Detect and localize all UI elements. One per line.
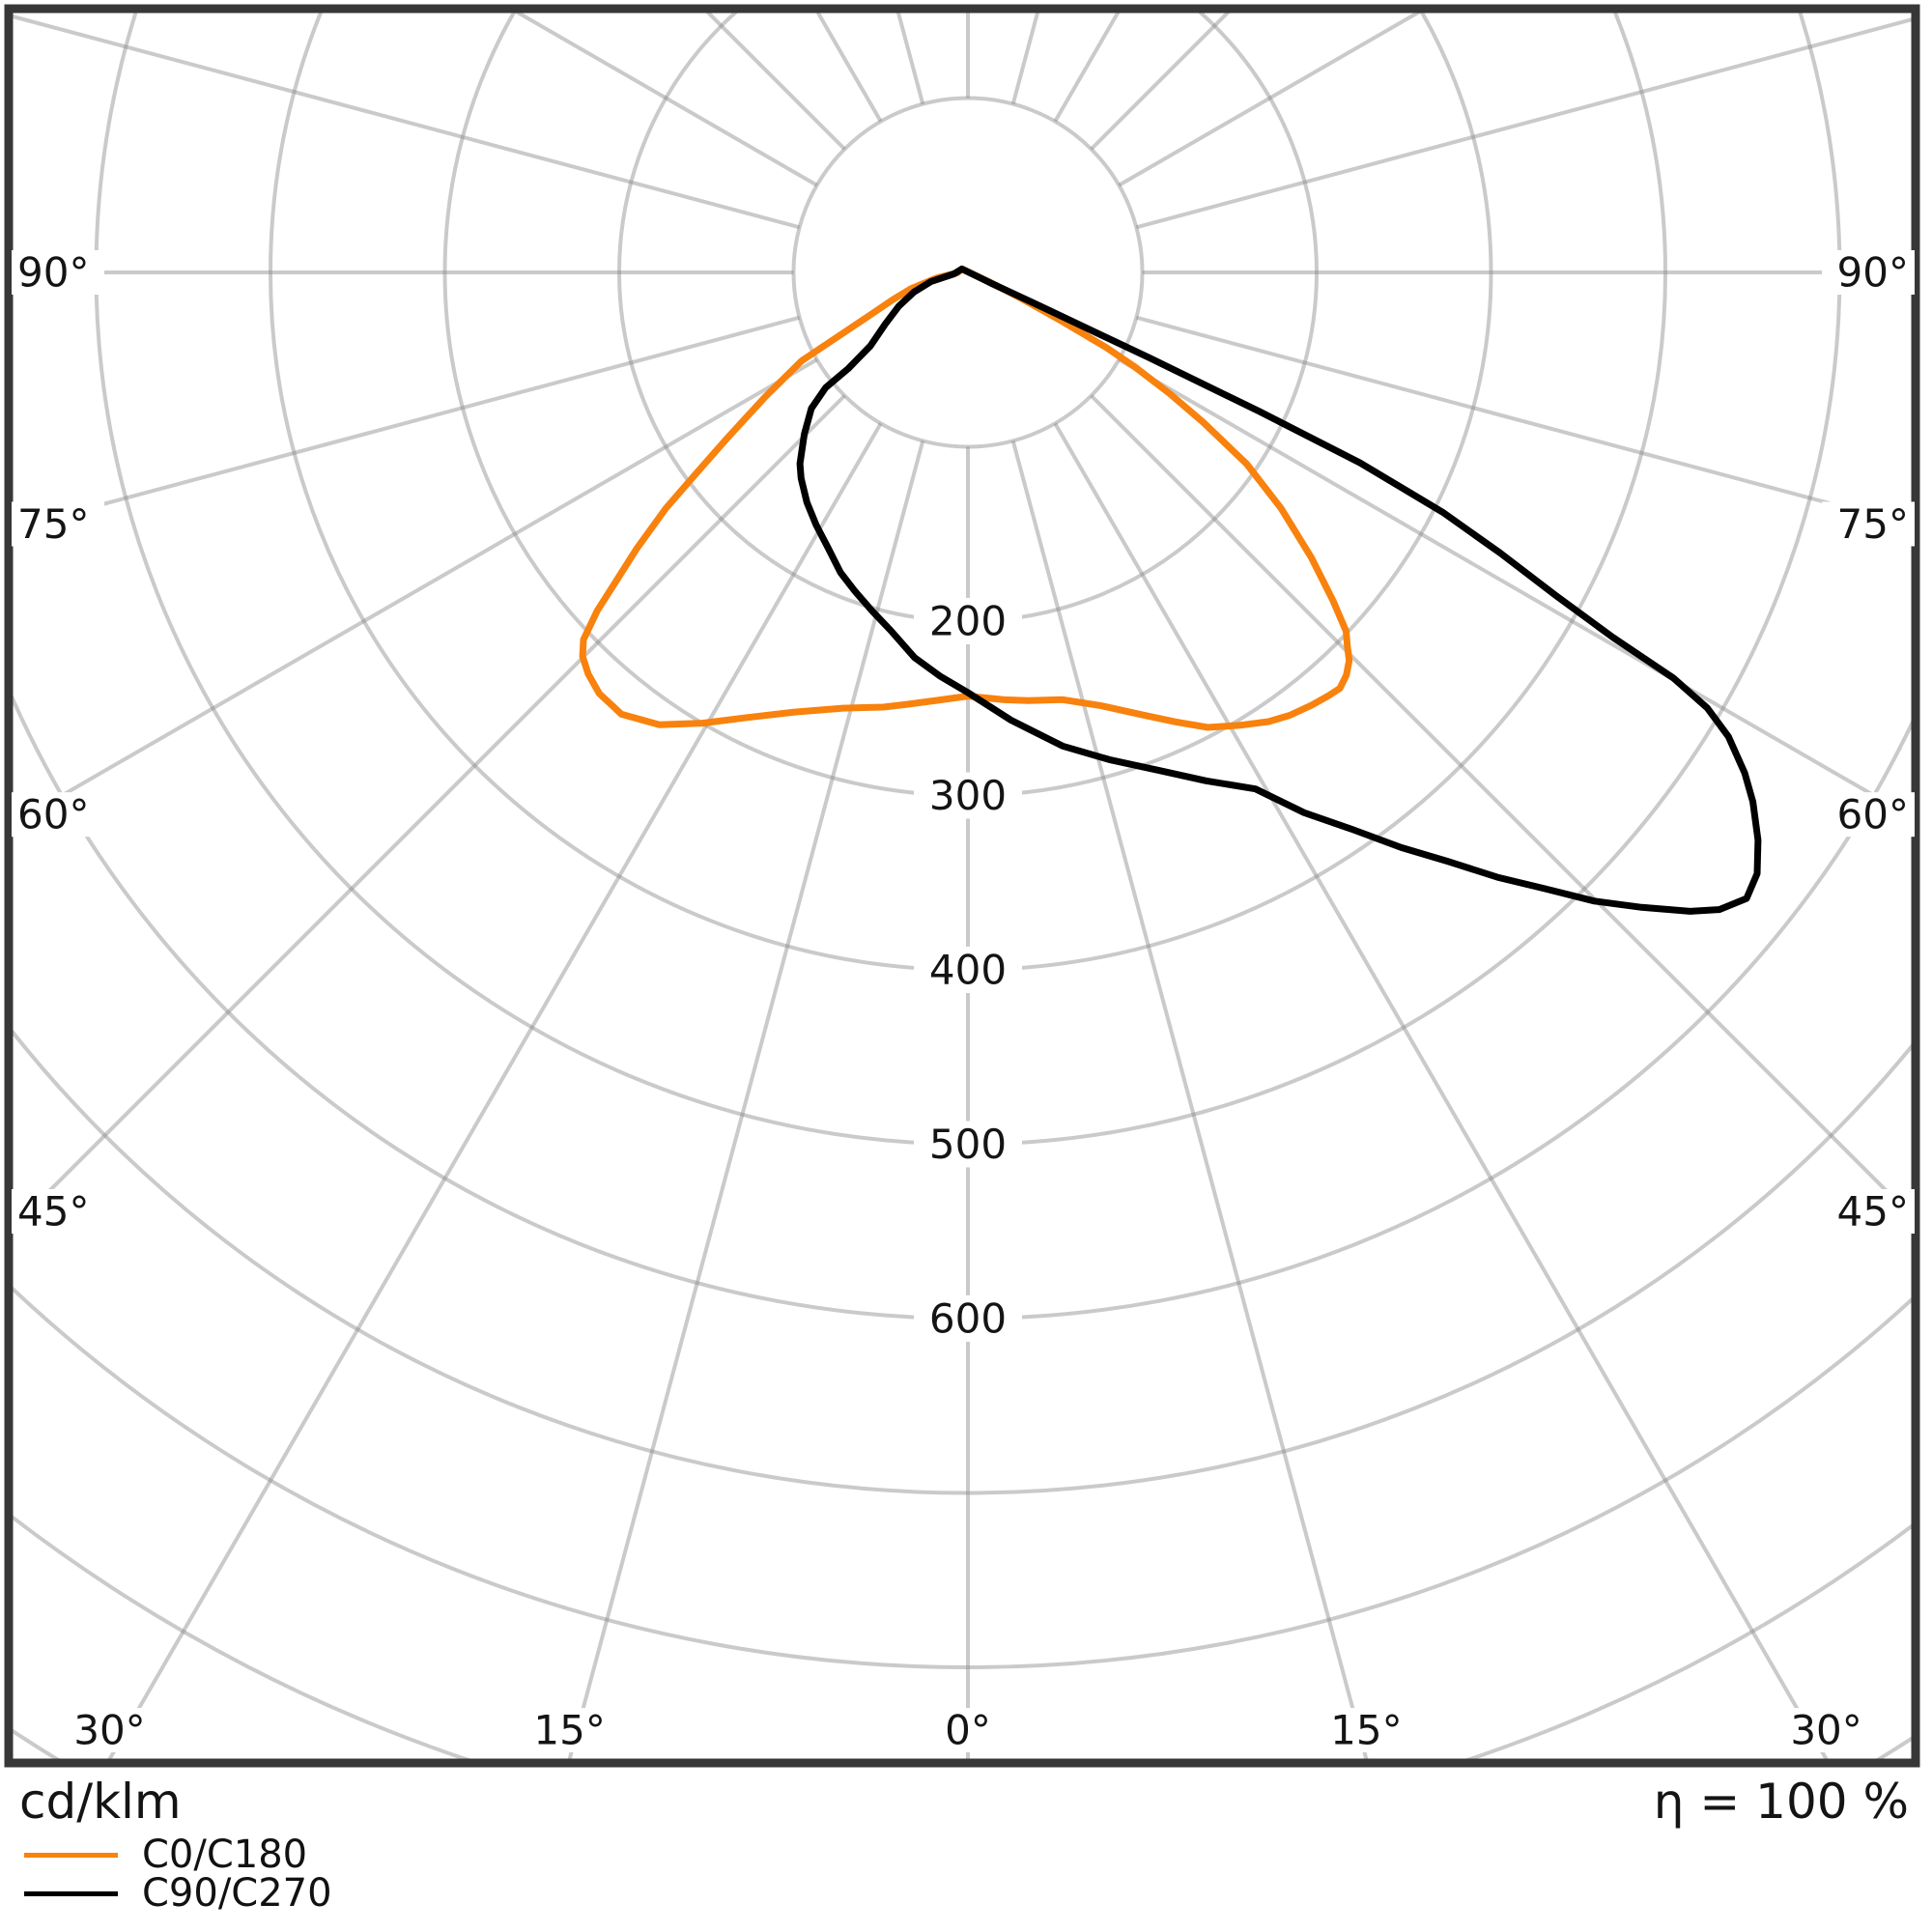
angle-tick-label-bottom-right-15: 15° [1330, 1707, 1402, 1754]
angle-tick-label-right-90-bg [1822, 250, 1915, 295]
grid-radial-line-75 [1135, 315, 1912, 527]
legend-swatch-c90-c270-line [24, 1890, 118, 1896]
grid-radial-line-300 [13, 357, 818, 827]
grid-radial-line-195 [895, 13, 925, 105]
grid-radial-line-15 [1010, 440, 1369, 1759]
curve-c0-c180 [579, 265, 1353, 731]
grid-circle-700 [13, 1028, 1912, 1495]
angle-tick-label-left-45-bg [12, 1189, 104, 1234]
grid-radial-line-45 [1090, 394, 1912, 1219]
intensity-tick-label-600: 600 [929, 1295, 1007, 1343]
angle-tick-label-bottom-right-30-bg [1779, 1708, 1873, 1752]
grid-radial-line-60 [1118, 357, 1912, 820]
angle-tick-label-right-45-bg [1822, 1189, 1915, 1234]
angle-tick-label-left-60: 60° [17, 791, 89, 838]
angle-tick-label-left-45: 45° [17, 1188, 89, 1236]
grid-radial-line-345 [567, 440, 925, 1759]
legend-swatch-c0-c180-line [24, 1852, 118, 1858]
grid-radial-line-255 [13, 14, 801, 230]
intensity-tick-label-500: 500 [929, 1121, 1007, 1168]
grid-radial-line-330 [107, 422, 883, 1759]
angle-tick-label-bottom-right-15-bg [1320, 1708, 1413, 1752]
intensity-tick-label-600-bg [914, 1295, 1022, 1342]
grid-circle-800 [13, 1286, 1912, 1669]
efficiency-label: η = 100 % [1653, 1774, 1909, 1830]
legend-label-c0-c180: C0/C180 [142, 1833, 308, 1877]
plot-border [4, 4, 1920, 1768]
grid-circle-100 [791, 96, 1145, 449]
grid-radial-line-315 [13, 394, 846, 1231]
angle-tick-label-left-75: 75° [17, 500, 89, 548]
intensity-tick-label-200-bg [914, 598, 1022, 644]
angle-tick-label-left-90: 90° [17, 249, 89, 297]
angle-tick-label-right-90: 90° [1837, 249, 1909, 297]
angle-tick-label-bottom-left-30: 30° [73, 1707, 145, 1754]
angle-tick-label-bottom-left-15: 15° [533, 1707, 605, 1754]
angle-tick-label-right-60: 60° [1837, 791, 1909, 838]
legend-item-c90-c270: C90/C270 [24, 1874, 332, 1913]
intensity-tick-label-400: 400 [929, 947, 1007, 994]
grid-radial-line-165 [1010, 13, 1040, 105]
grid-radial-line-30 [1053, 422, 1829, 1759]
grid-radial-line-240 [514, 13, 818, 187]
angle-tick-label-left-90-bg [12, 250, 104, 295]
angle-tick-label-bottom-0: 0° [945, 1707, 991, 1754]
angle-tick-label-bottom-0-bg [927, 1708, 1009, 1752]
angle-tick-label-bottom-left-15-bg [523, 1708, 616, 1752]
intensity-tick-label-300: 300 [929, 772, 1007, 819]
angle-tick-label-right-75-bg [1822, 501, 1915, 547]
angle-tick-label-right-75: 75° [1837, 500, 1909, 548]
angle-tick-label-bottom-left-30-bg [63, 1708, 156, 1752]
angle-tick-label-bottom-right-30: 30° [1790, 1707, 1861, 1754]
grid-radial-line-105 [1135, 17, 1912, 230]
legend: C0/C180 C90/C270 [24, 1835, 332, 1913]
angle-tick-label-right-45: 45° [1837, 1188, 1909, 1236]
intensity-tick-label-500-bg [914, 1121, 1022, 1168]
curve-c90-c270 [796, 265, 1762, 915]
legend-label-c90-c270: C90/C270 [142, 1871, 332, 1916]
intensity-tick-label-400-bg [914, 947, 1022, 993]
grid-radial-line-285 [13, 315, 801, 531]
angle-tick-label-left-75-bg [12, 501, 104, 547]
legend-item-c0-c180: C0/C180 [24, 1835, 332, 1874]
intensity-tick-label-300-bg [914, 772, 1022, 819]
intensity-tick-label-200: 200 [929, 598, 1007, 645]
radial-unit-label: cd/klm [19, 1774, 182, 1830]
grid-radial-line-120 [1118, 13, 1422, 187]
angle-tick-label-left-60-bg [12, 792, 104, 838]
angle-tick-label-right-60-bg [1822, 792, 1915, 838]
